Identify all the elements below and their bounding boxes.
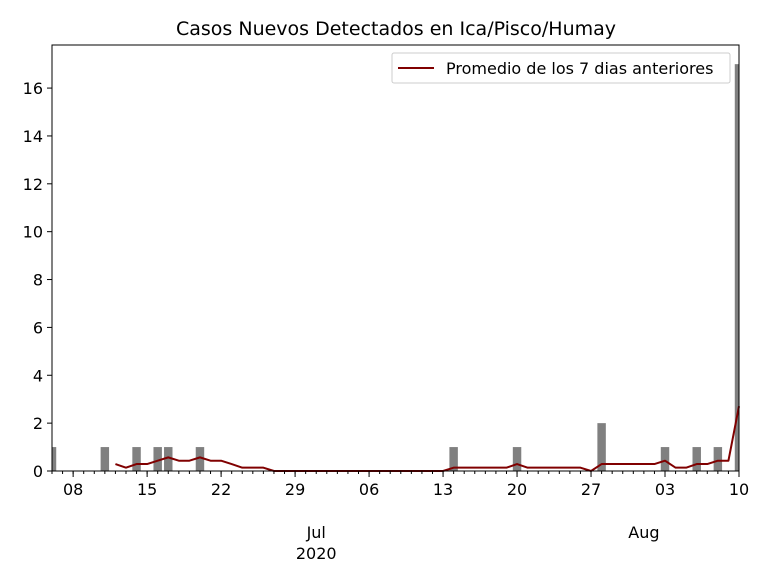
y-axis: 0 2 4 6 8 10 12 14 16 (23, 79, 52, 481)
legend: Promedio de los 7 dias anteriores (391, 52, 731, 84)
bar (660, 447, 670, 471)
x-axis: 08 15 22 29 06 13 20 27 03 10 Jul Aug 2020 (51, 471, 749, 563)
bar (52, 447, 57, 471)
y-tick-label: 12 (23, 175, 43, 194)
y-tick-label: 16 (23, 79, 43, 98)
series-line (115, 405, 740, 472)
x-tick-label: 13 (433, 480, 453, 499)
bar (100, 447, 110, 471)
x-tick-label: 15 (137, 480, 157, 499)
bar (713, 447, 723, 471)
x-tick-label: 08 (63, 480, 83, 499)
plot-frame (51, 44, 740, 472)
y-tick-label: 10 (23, 223, 43, 242)
line-layer (115, 405, 740, 472)
bar (692, 447, 701, 471)
y-tick-label: 8 (33, 271, 43, 290)
bar (164, 447, 173, 471)
x-tick-label: 20 (507, 480, 527, 499)
x-month-label: Jul (306, 523, 326, 542)
bar (132, 447, 141, 471)
x-tick-label: 03 (655, 480, 675, 499)
bar (597, 423, 606, 471)
y-tick-label: 0 (33, 462, 43, 481)
chart-title: Casos Nuevos Detectados en Ica/Pisco/Hum… (176, 18, 616, 40)
y-tick-label: 4 (33, 366, 43, 385)
x-month-label: Aug (628, 523, 659, 542)
x-tick-label: 29 (285, 480, 305, 499)
x-tick-label: 10 (729, 480, 749, 499)
bar (512, 447, 522, 471)
bar (449, 447, 458, 471)
y-tick-label: 6 (33, 318, 43, 337)
bar-layer (52, 64, 739, 471)
y-tick-label: 14 (23, 127, 43, 146)
x-tick-label: 22 (211, 480, 231, 499)
bar (195, 447, 205, 471)
bar (734, 64, 739, 471)
x-year-label: 2020 (296, 544, 337, 563)
legend-box (391, 52, 731, 84)
legend-label: Promedio de los 7 dias anteriores (446, 59, 713, 78)
x-tick-label: 27 (581, 480, 601, 499)
x-tick-label: 06 (359, 480, 379, 499)
bar (153, 447, 162, 471)
y-tick-label: 2 (33, 414, 43, 433)
